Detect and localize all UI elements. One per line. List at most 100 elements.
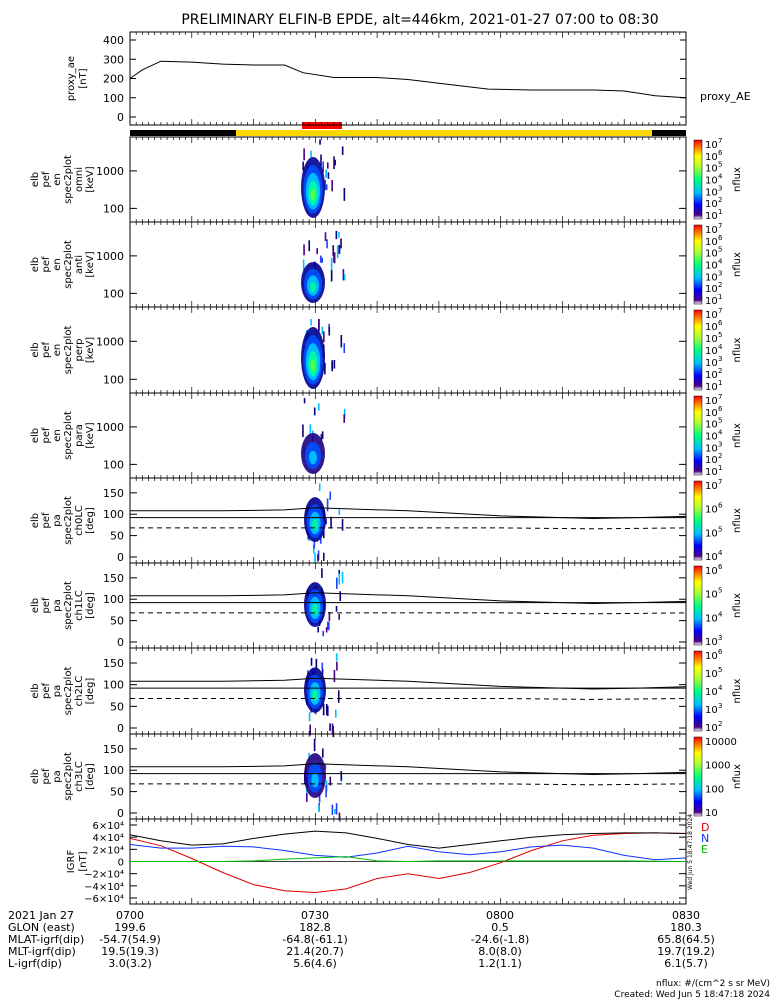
footer-created: Created: Wed Jun 5 18:47:18 2024 — [614, 990, 770, 1000]
spectrogram-speckle — [343, 343, 346, 354]
colorbar-tick-exponent: 2 — [718, 720, 722, 728]
colorbar-tick-base: 10 — [705, 261, 718, 272]
colorbar-tick-exponent: 4 — [718, 173, 723, 181]
colorbar-tick-exponent: 1 — [718, 464, 722, 472]
y-tick-label: 100 — [103, 373, 124, 386]
panel-3-colorbar — [693, 309, 703, 391]
colorbar-tick-exponent: 7 — [718, 137, 722, 145]
y-axis-label-line: [deg] — [85, 507, 96, 534]
colorbar-tick-base: 10 — [705, 249, 718, 260]
igrf-line-total — [129, 830, 687, 849]
colorbar-tick-base: 10 — [705, 637, 718, 648]
colorbar-tick-exponent: 3 — [718, 184, 722, 192]
colorbar-tick-base: 10 — [705, 613, 718, 624]
panel-8-colorbar — [693, 736, 703, 817]
colorbar-label: nflux — [732, 423, 743, 448]
colorbar-tick-base: 10 — [705, 590, 718, 601]
pitch-angle-speckle — [321, 668, 324, 675]
spectrogram-blob — [310, 188, 316, 201]
colorbar-tick-base: 10 — [705, 687, 718, 698]
y-tick-label: 200 — [103, 73, 124, 86]
colorbar-tick-base: 10 — [705, 322, 718, 333]
y-axis-label-line: anti — [74, 255, 85, 274]
colorbar-tick-exponent: 4 — [718, 343, 723, 351]
orbit-row-value: -24.6(-1.8) — [471, 933, 530, 946]
loss-cone-line-upper — [130, 763, 687, 776]
spectrogram-speckle — [308, 240, 311, 252]
pitch-angle-speckle — [341, 519, 344, 531]
spectrogram-speckle — [340, 334, 343, 348]
pitch-angle-speckle — [335, 577, 338, 589]
igrf-legend-e: E — [701, 843, 708, 856]
spectrogram-speckle — [331, 360, 334, 372]
pitch-angle-blob — [312, 519, 318, 531]
y-axis-label-line: IGRF — [66, 850, 77, 874]
spectrogram-speckle — [343, 187, 346, 201]
pitch-angle-blob — [312, 689, 318, 701]
pitch-angle-speckle — [335, 653, 338, 661]
spectrogram-speckle — [333, 359, 336, 369]
y-axis-label-line: elb — [30, 428, 41, 443]
colorbar-tick-label: 1000 — [705, 761, 730, 772]
spectrogram-speckle — [302, 259, 305, 271]
spectrogram-speckle — [320, 433, 323, 441]
pitch-angle-speckle — [308, 752, 310, 761]
spectrogram-speckle — [324, 232, 327, 241]
colorbar-label: nflux — [732, 678, 743, 703]
orbit-row-value: 0830 — [672, 909, 700, 922]
spectrogram-speckle — [302, 424, 304, 437]
y-axis-label-line: elb — [30, 769, 41, 784]
footer-vertical-stamp: Wed Jun 5 18:47:18 2024 — [687, 814, 694, 890]
colorbar-tick-base: 10 — [705, 140, 718, 151]
coverage-black-right — [652, 130, 686, 136]
spectrogram-speckle — [343, 408, 346, 419]
y-tick-label: −6×10⁴ — [84, 894, 124, 905]
orbit-row-value: 21.4(20.7) — [286, 945, 344, 958]
spectrogram-speckle — [338, 247, 341, 254]
orbit-row-value: 182.8 — [299, 921, 331, 934]
colorbar-tick-exponent: 4 — [718, 610, 723, 618]
pitch-angle-speckle — [338, 569, 341, 576]
y-tick-label: 100 — [103, 593, 124, 606]
pitch-angle-speckle — [308, 712, 311, 722]
proxy-ae-line — [129, 60, 687, 99]
spectrogram-speckle — [343, 274, 346, 281]
pitch-angle-blob — [311, 772, 319, 788]
pitch-angle-speckle — [326, 498, 329, 512]
colorbar-tick-exponent: 5 — [718, 246, 722, 254]
pitch-angle-speckle — [321, 662, 324, 670]
colorbar-tick-base: 10 — [705, 481, 718, 492]
spectrogram-speckle — [331, 180, 333, 192]
y-axis-label-line: pa — [52, 770, 63, 782]
coverage-black-left — [130, 130, 236, 136]
spectrogram-speckle — [321, 257, 323, 263]
pitch-angle-speckle — [328, 621, 330, 631]
y-tick-label: 4×10⁴ — [93, 833, 124, 844]
spectrogram-speckle — [334, 159, 336, 166]
y-axis-label-line: spec2plot — [63, 752, 74, 801]
colorbar-tick-base: 10 — [705, 346, 718, 357]
colorbar-tick-label: 100 — [705, 784, 724, 795]
spectrogram-speckle — [320, 255, 322, 263]
orbit-row-value: 19.7(19.2) — [657, 945, 715, 958]
y-axis-label-line: pa — [52, 599, 63, 611]
spectrogram-speckle — [338, 231, 340, 238]
panel-frame — [129, 477, 687, 564]
spectrogram-speckle — [326, 239, 328, 249]
colorbar-tick-exponent: 4 — [718, 258, 723, 266]
y-tick-label: 0 — [117, 111, 124, 124]
y-tick-label: 1000 — [96, 165, 124, 178]
pitch-angle-speckle — [322, 630, 325, 637]
pitch-angle-blob — [312, 604, 318, 616]
colorbar-label: nflux — [732, 593, 743, 618]
spectrogram-speckle — [321, 326, 324, 335]
colorbar-tick-exponent: 1 — [718, 379, 722, 387]
panel-2-colorbar — [693, 224, 703, 305]
colorbar-tick-exponent: 5 — [718, 587, 722, 595]
panel-frame — [129, 136, 687, 223]
colorbar-tick-exponent: 5 — [718, 525, 722, 533]
y-tick-label: 50 — [110, 615, 124, 628]
